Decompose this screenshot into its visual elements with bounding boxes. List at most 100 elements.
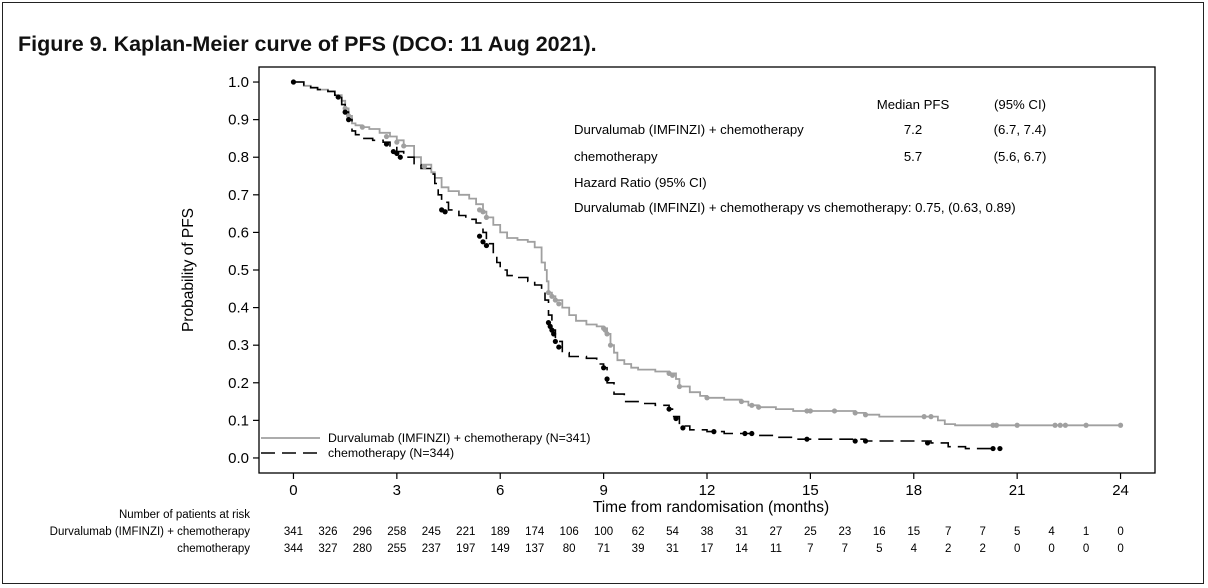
risk-count: 4 [1048, 526, 1055, 538]
risk-count: 11 [770, 543, 782, 555]
figure-title: Figure 9. Kaplan-Meier curve of PFS (DCO… [18, 32, 597, 56]
risk-count: 25 [804, 526, 817, 538]
x-tick-label: 15 [802, 482, 819, 499]
chemotherapy-censor-mark [551, 331, 557, 337]
risk-count: 0 [1083, 543, 1089, 555]
chemotherapy-censor-mark [601, 365, 607, 371]
y-tick-label: 0.2 [228, 375, 249, 392]
risk-count: 27 [770, 526, 783, 538]
x-axis-title: Time from randomisation (months) [593, 499, 829, 516]
y-axis-title: Probability of PFS [180, 208, 197, 332]
chemotherapy-censor-mark [442, 209, 448, 215]
risk-count: 0 [1014, 543, 1020, 555]
y-tick-label: 0.9 [228, 112, 249, 129]
risk-count: 1 [1083, 526, 1089, 538]
risk-count: 23 [838, 526, 851, 538]
risk-count: 341 [284, 526, 303, 538]
risk-count: 71 [597, 543, 610, 555]
chemotherapy-censor-mark [680, 425, 686, 431]
durvalumab-censor-mark [359, 124, 365, 130]
risk-count: 221 [456, 526, 475, 538]
durvalumab-censor-mark [669, 372, 676, 378]
risk-count: 7 [945, 526, 951, 538]
chemotherapy-censor-mark [742, 430, 748, 437]
ci-header: (95% CI) [994, 97, 1046, 112]
durvalumab-censor-mark [607, 342, 614, 348]
y-tick-label: 0.4 [228, 300, 249, 317]
y-tick-label: 0.5 [228, 262, 249, 279]
durvalumab-censor-mark [545, 289, 552, 296]
risk-count: 106 [560, 526, 579, 538]
durvalumab-censor-mark [346, 113, 352, 119]
risk-count: 31 [666, 543, 679, 555]
x-tick-label: 12 [699, 482, 716, 499]
risk-row-label: chemotherapy [177, 543, 250, 555]
risk-count: 344 [284, 543, 304, 555]
risk-count: 137 [525, 543, 544, 555]
x-tick-label: 18 [905, 482, 922, 499]
y-tick-label: 0.6 [228, 224, 249, 241]
chemotherapy-censor-mark [335, 94, 341, 100]
risk-count: 174 [525, 526, 545, 538]
risk-table-header: Number of patients at risk [119, 509, 250, 521]
durvalumab-censor-mark [394, 139, 400, 145]
durvalumab-censor-mark [1014, 422, 1020, 428]
chemotherapy-censor-mark [483, 242, 490, 249]
risk-count: 2 [979, 543, 985, 555]
x-tick-label: 24 [1112, 482, 1129, 499]
risk-count: 7 [979, 526, 985, 538]
y-tick-label: 0.8 [228, 149, 249, 166]
risk-count: 237 [422, 543, 441, 555]
risk-count: 15 [907, 526, 920, 538]
chemotherapy-censor-mark [711, 429, 717, 435]
risk-count: 5 [1014, 526, 1020, 538]
annot-row-median: 5.7 [904, 149, 922, 164]
durvalumab-censor-mark [1083, 422, 1089, 428]
risk-row-label: Durvalumab (IMFINZI) + chemotherapy [50, 526, 251, 538]
risk-count: 14 [735, 543, 748, 555]
risk-count: 7 [842, 543, 848, 555]
durvalumab-censor-mark [1062, 422, 1068, 428]
risk-count: 80 [563, 543, 576, 555]
risk-count: 326 [318, 526, 337, 538]
risk-count: 280 [353, 543, 372, 555]
risk-count: 62 [632, 526, 645, 538]
chemotherapy-censor-mark [749, 430, 755, 437]
legend-label-chemotherapy: chemotherapy (N=344) [328, 446, 454, 460]
durvalumab-censor-mark [921, 414, 927, 420]
x-tick-label: 6 [496, 482, 504, 499]
risk-count: 0 [1117, 526, 1123, 538]
chemotherapy-censor-mark [924, 440, 931, 446]
risk-count: 7 [807, 543, 813, 555]
chemotherapy-censor-mark [394, 150, 400, 157]
chemotherapy-censor-mark [673, 415, 679, 422]
chemotherapy-censor-mark [476, 233, 483, 239]
durvalumab-censor-mark [676, 383, 683, 390]
chemotherapy-censor-mark [552, 338, 558, 345]
chemotherapy-censor-mark [556, 344, 562, 350]
risk-count: 4 [911, 543, 918, 555]
durvalumab-censor-mark [756, 404, 762, 410]
risk-count: 197 [456, 543, 475, 555]
durvalumab-censor-mark [831, 408, 838, 414]
risk-count: 38 [701, 526, 714, 538]
durvalumab-censor-mark [807, 408, 813, 414]
risk-count: 17 [701, 543, 714, 555]
durvalumab-censor-mark [704, 395, 710, 401]
durvalumab-censor-mark [552, 297, 558, 303]
x-tick-label: 3 [393, 482, 401, 499]
annot-row-ci: (6.7, 7.4) [994, 122, 1047, 137]
durvalumab-censor-mark [1117, 422, 1124, 428]
annot-row-label: chemotherapy [574, 149, 658, 164]
durvalumab-censor-mark [738, 398, 745, 405]
risk-count: 5 [876, 543, 882, 555]
durvalumab-censor-mark [1057, 422, 1063, 428]
risk-count: 245 [422, 526, 441, 538]
y-tick-label: 0.3 [228, 337, 249, 354]
durvalumab-censor-mark [383, 133, 390, 140]
durvalumab-censor-mark [421, 164, 428, 170]
risk-count: 149 [491, 543, 510, 555]
y-tick-label: 0.7 [228, 187, 249, 204]
chemotherapy-censor-mark [346, 117, 352, 123]
